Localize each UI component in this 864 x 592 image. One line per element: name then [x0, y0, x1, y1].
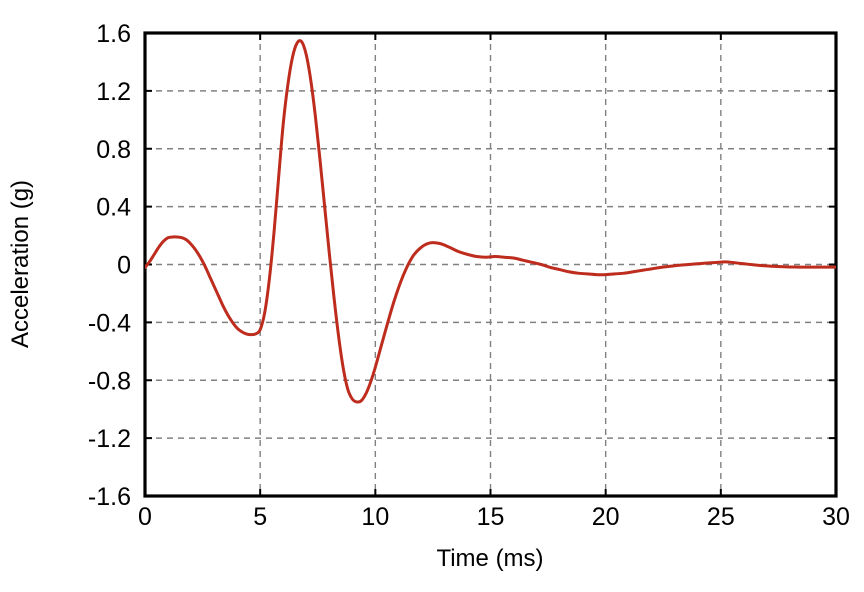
y-axis-label: Acceleration (g) — [7, 180, 34, 348]
grid-lines — [145, 33, 837, 496]
y-tick-label: 0.4 — [96, 194, 131, 222]
tick-marks — [144, 32, 837, 497]
y-tick-label: -1.6 — [88, 483, 131, 511]
y-tick-label: 0.8 — [96, 136, 131, 164]
y-tick-label: -0.4 — [88, 309, 131, 337]
x-tick-label: 20 — [592, 503, 620, 531]
x-tick-label: 25 — [707, 503, 735, 531]
x-tick-label: 30 — [822, 503, 850, 531]
y-tick-label: 1.6 — [96, 20, 131, 48]
y-tick-label: -0.8 — [88, 367, 131, 395]
x-tick-label: 0 — [138, 503, 152, 531]
x-tick-label: 15 — [477, 503, 505, 531]
y-tick-label: 0 — [117, 252, 131, 280]
x-tick-labels: 0 5 10 15 20 25 30 — [138, 503, 850, 531]
y-tick-label: -1.2 — [88, 425, 131, 453]
data-line-acceleration — [145, 39, 836, 404]
x-tick-label: 10 — [361, 503, 389, 531]
x-tick-label: 5 — [253, 503, 267, 531]
y-tick-label: 1.2 — [96, 78, 131, 106]
data-series-group — [145, 39, 836, 404]
x-axis-label: Time (ms) — [436, 545, 543, 572]
y-tick-labels: 1.6 1.2 0.8 0.4 0 -0.4 -0.8 -1.2 -1.6 — [88, 20, 131, 511]
